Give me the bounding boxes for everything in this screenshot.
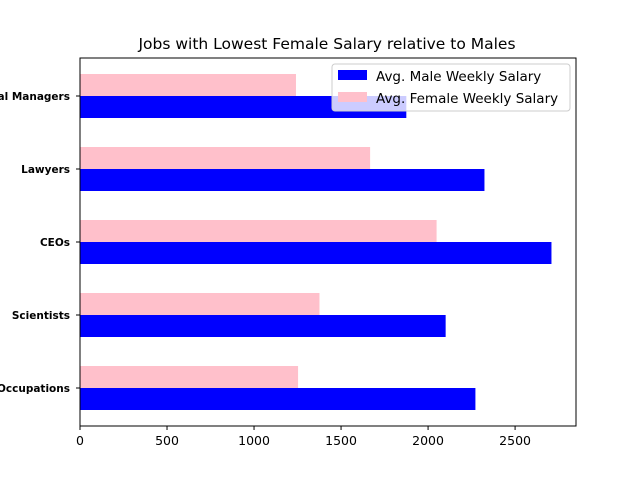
y-tick-label-0: Occupations <box>0 383 70 395</box>
y-tick-label-2: CEOs <box>40 237 70 249</box>
male-bar-1 <box>80 315 446 337</box>
female-bar-2 <box>80 220 437 242</box>
x-tick-label-4: 2000 <box>412 433 444 448</box>
y-tick-label-3: Lawyers <box>21 164 70 176</box>
x-tick-label-5: 2500 <box>499 433 531 448</box>
x-tick-label-1: 500 <box>155 433 179 448</box>
male-bar-3 <box>80 169 485 191</box>
male-bar-2 <box>80 242 552 264</box>
x-tick-label-3: 1500 <box>325 433 357 448</box>
chart-title: Jobs with Lowest Female Salary relative … <box>137 35 515 53</box>
female-bar-4 <box>80 74 296 96</box>
legend-swatch-male <box>338 70 367 80</box>
legend: Avg. Male Weekly Salary Avg. Female Week… <box>331 63 571 112</box>
y-tick-label-1: Scientists <box>12 310 70 322</box>
y-axis: Occupations Scientists CEOs Lawyers al Manag… <box>0 91 80 395</box>
legend-label-male: Avg. Male Weekly Salary <box>376 69 541 85</box>
legend-frame <box>331 63 571 112</box>
legend-swatch-female <box>338 92 367 102</box>
x-tick-label-2: 1000 <box>238 433 270 448</box>
female-bar-0 <box>80 366 299 388</box>
x-tick-label-0: 0 <box>76 433 84 448</box>
male-bar-4 <box>80 96 407 118</box>
male-bar-0 <box>80 388 476 410</box>
legend-label-female: Avg. Female Weekly Salary <box>376 91 558 107</box>
female-bar-1 <box>80 293 320 315</box>
y-tick-label-4: al Managers <box>0 91 70 103</box>
female-bar-3 <box>80 147 371 169</box>
bars-layer <box>80 74 552 410</box>
x-axis: 0 500 1000 1500 2000 2500 <box>76 426 531 448</box>
